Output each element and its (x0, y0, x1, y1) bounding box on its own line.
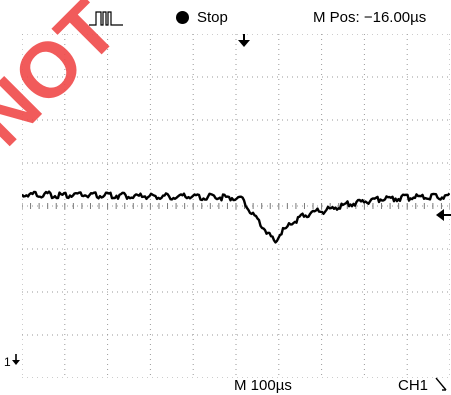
waveform-graticule (22, 34, 450, 378)
falling-slope-icon (435, 377, 447, 391)
horizontal-position-readout: M Pos: −16.00µs (313, 9, 427, 26)
acquisition-status: Stop (197, 9, 228, 26)
ground-marker-label: 1 (4, 355, 11, 369)
trigger-level-arrow-icon (436, 209, 451, 221)
channel-1-ground-marker: 1 (4, 354, 21, 369)
ground-arrow-icon (11, 354, 20, 365)
bottom-status-bar (0, 374, 451, 395)
watermark-text: NOT (0, 0, 134, 162)
timebase-readout: M 100µs (234, 377, 292, 394)
trigger-position-arrow-icon (238, 34, 250, 47)
watermark-mark: NOT (0, 0, 134, 162)
channel-1-trace (22, 190, 450, 244)
pulse-waveform-icon (89, 11, 123, 26)
top-status-bar: Stop M Pos: −16.00µs (0, 0, 451, 34)
stop-indicator-icon (176, 11, 189, 24)
trigger-source-label: CH1 (398, 377, 429, 394)
graticule-center-ticks (22, 203, 450, 209)
